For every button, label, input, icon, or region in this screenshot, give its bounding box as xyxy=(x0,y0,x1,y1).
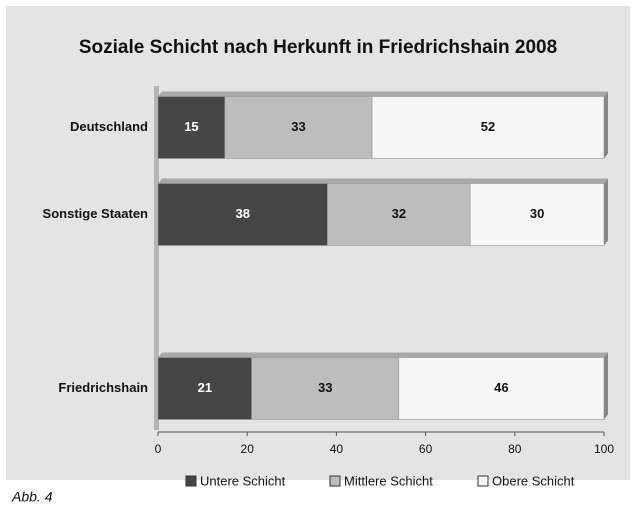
legend-swatch xyxy=(329,475,341,487)
data-label: 33 xyxy=(318,380,332,395)
data-label: 21 xyxy=(198,380,212,395)
bar-segment xyxy=(398,357,605,420)
bar-top xyxy=(158,91,229,97)
y-axis xyxy=(154,86,159,430)
data-label: 52 xyxy=(481,119,495,134)
x-tick-label: 80 xyxy=(508,442,522,456)
bar-segment xyxy=(157,183,328,246)
bar-top xyxy=(398,352,608,358)
bar-side xyxy=(604,91,608,159)
chart-title: Soziale Schicht nach Herkunft in Friedri… xyxy=(79,37,557,58)
bar-segment xyxy=(327,183,471,246)
bar-segment xyxy=(469,183,605,246)
bar-top xyxy=(327,178,475,184)
bar-segment xyxy=(157,357,252,420)
x-tick-label: 40 xyxy=(330,442,344,456)
bar-segment xyxy=(251,357,400,420)
legend-swatch xyxy=(185,475,197,487)
legend-label: Untere Schicht xyxy=(200,473,286,488)
y-tick-label: Friedrichshain xyxy=(58,380,148,395)
data-label: 46 xyxy=(494,380,508,395)
x-tick-label: 100 xyxy=(594,442,614,456)
bar-side xyxy=(604,178,608,246)
data-label: 30 xyxy=(530,206,544,221)
y-tick-label: Sonstige Staaten xyxy=(43,206,149,221)
bar-top xyxy=(470,178,608,184)
x-tick-label: 60 xyxy=(419,442,433,456)
bar-side xyxy=(604,352,608,420)
x-tick-label: 0 xyxy=(155,442,162,456)
data-label: 33 xyxy=(291,119,305,134)
bar-segment xyxy=(224,96,373,159)
bar-top xyxy=(224,91,377,97)
bar-top xyxy=(158,352,256,358)
bar-top xyxy=(251,352,403,358)
bar-segment xyxy=(371,96,605,159)
x-tick-label: 20 xyxy=(241,442,255,456)
legend-swatch xyxy=(477,475,489,487)
data-label: 15 xyxy=(184,119,198,134)
data-label: 38 xyxy=(236,206,250,221)
bar-top xyxy=(372,91,608,97)
caption: Abb. 4 xyxy=(11,489,53,505)
legend-label: Obere Schicht xyxy=(492,473,575,488)
legend-label: Mittlere Schicht xyxy=(344,473,433,488)
data-label: 32 xyxy=(392,206,406,221)
y-tick-label: Deutschland xyxy=(70,119,148,134)
bar-top xyxy=(158,178,332,184)
